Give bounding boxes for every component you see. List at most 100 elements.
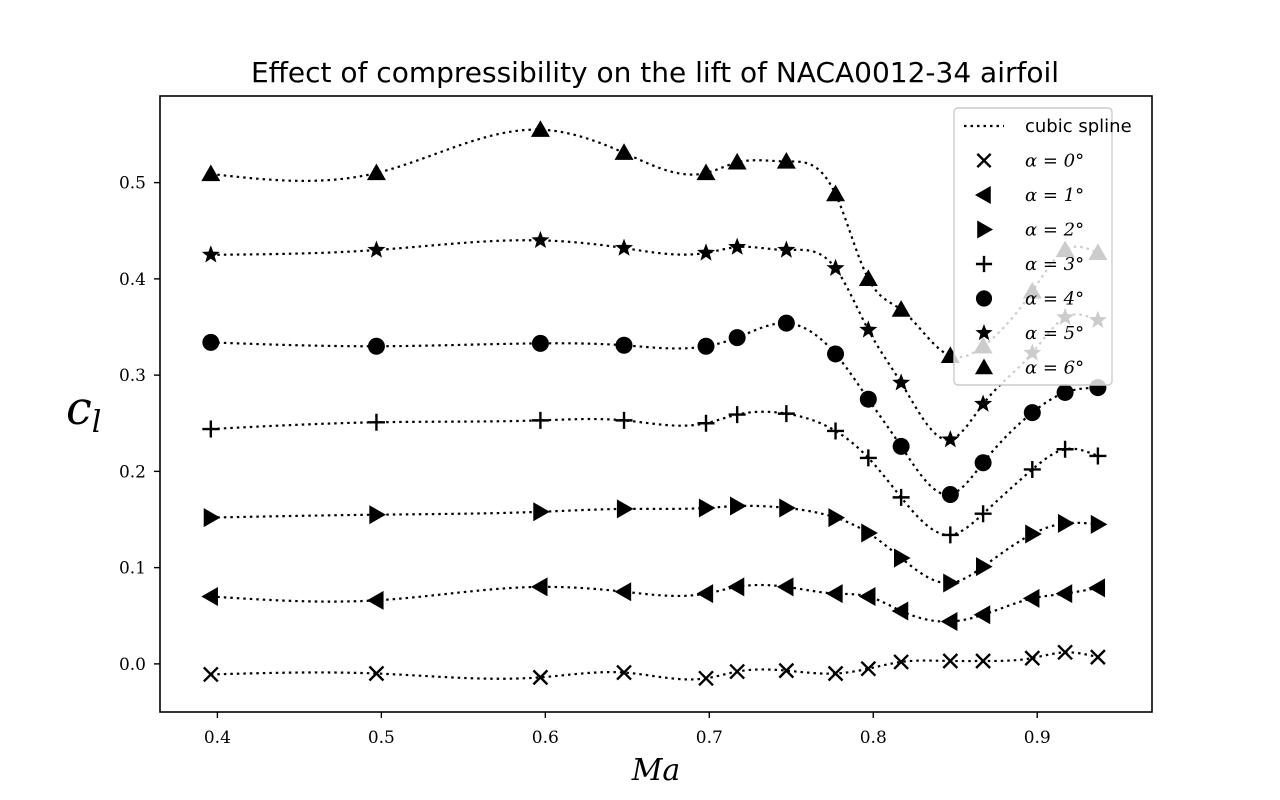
marker-series-5-point-7 [826,258,845,276]
marker-series-5-point-5 [728,237,747,255]
marker-series-0-point-10 [942,653,959,669]
marker-series-6-point-1 [366,163,386,181]
marker-series-3-point-14 [1089,447,1107,465]
x-axis-label: Ma [631,753,681,788]
x-tick-label-1: 0.5 [368,728,395,748]
marker-series-3-point-5 [728,406,746,424]
marker-series-2-point-8 [861,523,878,543]
legend-marker-series-1 [974,185,991,205]
spline-line-series-1 [210,583,1099,623]
marker-series-0-point-13 [1057,644,1073,661]
legend-marker-series-6 [974,358,994,375]
marker-series-3-point-3 [615,411,633,429]
marker-series-6-point-6 [776,151,796,169]
marker-series-2-point-14 [1090,514,1108,534]
marker-series-4-point-7 [827,345,845,363]
marker-series-6-point-9 [891,300,911,317]
x-tick-label-0: 0.4 [204,728,231,748]
marker-series-3-point-2 [531,411,549,429]
marker-series-4-point-11 [974,454,992,472]
legend-label-series-2: α = 2° [1025,220,1084,241]
legend-label-series-4: α = 4° [1025,289,1084,310]
marker-series-2-point-0 [203,508,221,528]
marker-series-4-point-9 [892,437,910,455]
marker-series-3-point-13 [1056,440,1074,458]
legend-label-series-1: α = 1° [1025,185,1084,206]
marker-series-1-point-8 [858,587,876,606]
legend-marker-series-2 [977,220,994,239]
marker-series-1-point-12 [1022,588,1040,608]
marker-series-2-point-4 [698,498,716,518]
marker-series-2-point-6 [779,498,796,518]
legend-marker-series-0 [976,153,992,168]
marker-series-1-point-14 [1088,578,1106,598]
marker-series-2-point-3 [616,499,634,519]
marker-series-0-point-9 [893,654,909,670]
marker-series-3-point-9 [892,488,910,506]
y-tick-label-3: 0.3 [119,366,146,386]
marker-series-3-point-12 [1023,460,1041,478]
marker-series-0-point-12 [1024,650,1041,666]
marker-series-1-point-4 [696,584,714,604]
marker-series-4-point-3 [615,336,633,354]
marker-series-4-point-2 [531,334,549,352]
marker-series-4-point-13 [1056,383,1074,401]
y-tick-label-0: 0.0 [119,655,146,675]
marker-series-2-point-2 [533,502,550,522]
x-tick-label-4: 0.8 [860,728,887,748]
marker-series-1-point-13 [1055,584,1073,604]
marker-series-0-point-11 [975,653,991,669]
legend-label-series-3: α = 3° [1025,254,1084,275]
marker-series-1-point-6 [776,577,794,597]
marker-series-3-point-8 [859,449,877,467]
legend-label-spline: cubic spline [1025,116,1132,137]
marker-series-0-point-7 [827,665,844,682]
marker-series-5-point-0 [201,245,220,263]
marker-series-5-point-9 [892,373,911,391]
marker-series-5-point-3 [614,238,634,256]
marker-series-4-point-8 [859,390,877,408]
marker-series-1-point-3 [614,582,632,602]
marker-series-2-point-13 [1057,513,1075,533]
marker-series-5-point-1 [367,240,386,258]
chart-title: Effect of compressibility on the lift of… [251,56,1059,89]
marker-series-6-point-5 [727,152,747,170]
spline-line-series-0 [210,651,1099,681]
marker-series-0-point-6 [778,662,795,679]
marker-series-6-point-4 [696,163,716,181]
legend-label-series-0: α = 0° [1025,151,1084,172]
marker-series-6-point-3 [614,143,634,160]
y-tick-label-5: 0.5 [119,174,146,194]
y-tick-label-1: 0.1 [119,559,146,579]
marker-series-0-point-8 [860,660,877,677]
marker-series-2-point-9 [894,548,911,568]
marker-series-2-point-7 [828,508,846,528]
marker-series-2-point-10 [943,573,960,593]
marker-series-5-point-11 [974,394,993,412]
marker-series-4-point-4 [697,337,715,355]
marker-series-0-point-0 [202,666,219,683]
legend-label-series-6: α = 6° [1025,358,1084,379]
marker-series-6-point-0 [201,164,221,182]
marker-series-1-point-1 [366,590,384,610]
x-tick-label-3: 0.7 [696,728,723,748]
marker-series-1-point-10 [940,612,958,632]
legend-marker-series-3 [975,255,993,273]
spline-line-series-3 [210,410,1099,537]
y-axis-label: cl [66,381,101,440]
plot-frame [159,95,1153,713]
marker-series-6-point-8 [858,269,878,286]
marker-series-3-point-1 [367,413,385,431]
legend-box [953,107,1113,386]
marker-series-0-point-2 [532,669,549,686]
marker-series-3-point-10 [941,526,959,544]
legend-label-series-5: α = 5° [1025,323,1084,344]
marker-series-5-point-8 [859,320,878,338]
y-tick-label-4: 0.4 [119,270,146,290]
y-tick-label-2: 0.2 [119,462,146,482]
marker-series-5-point-2 [531,230,550,249]
marker-series-0-point-4 [698,670,714,687]
marker-series-4-point-0 [202,333,220,351]
marker-series-5-point-4 [696,243,716,261]
